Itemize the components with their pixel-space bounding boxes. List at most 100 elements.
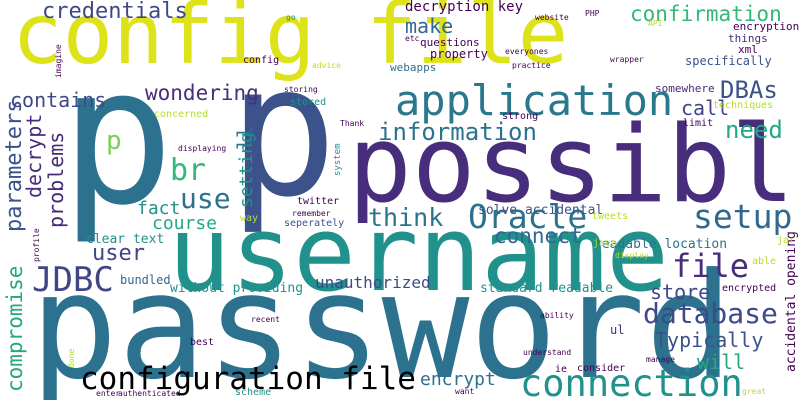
word-think: think — [368, 203, 444, 232]
word-file: file — [672, 247, 750, 285]
word-api: API — [648, 19, 663, 28]
word-manage: manage — [646, 355, 675, 364]
word-ul: ul — [610, 323, 625, 337]
word-xml: xml — [738, 43, 758, 56]
word-displaying: displaying — [178, 144, 227, 153]
word-oracle: Oracle — [468, 197, 588, 236]
word-config-file: config file — [12, 0, 569, 83]
word-great: great — [742, 387, 767, 396]
word-dbas: DBAs — [720, 76, 778, 104]
word-use: use — [180, 182, 231, 215]
word-decryption-key: decryption key — [405, 0, 524, 15]
word-advice: advice — [312, 61, 341, 70]
word-property: property — [430, 47, 488, 61]
word-etc: etc — [405, 34, 420, 43]
word-p-1: p — [60, 26, 175, 247]
word-confirmation: confirmation — [630, 2, 782, 26]
word-readable-location: readable location — [594, 237, 728, 252]
word-jdbc: JDBC — [32, 260, 114, 300]
word-wrapper: wrapper — [610, 55, 644, 64]
word-database: database — [643, 297, 778, 330]
word-profile: profile — [32, 228, 41, 262]
word-possible: possible — [348, 103, 800, 226]
word-consider: consider — [577, 363, 626, 374]
word-connection: connection — [520, 362, 743, 400]
word-compromise: compromise — [3, 265, 27, 392]
word-techniques: techniques — [713, 100, 774, 111]
word-somewhere: somewhere — [655, 82, 715, 95]
word-encrypted: encrypted — [722, 283, 777, 294]
word-encrypt: encrypt — [420, 369, 496, 390]
word-encryption: encryption — [733, 20, 800, 33]
word-need: need — [725, 116, 783, 144]
word-understand: understand — [523, 348, 572, 357]
word-credentials: credentials — [42, 0, 188, 24]
word-twitter: twitter — [297, 196, 340, 207]
word-able: able — [752, 256, 777, 267]
word-course: course — [152, 213, 218, 234]
word-practice: practice — [512, 61, 551, 70]
word-seperately: seperately — [284, 218, 345, 229]
word-php: PHP — [585, 9, 600, 18]
word-call: call — [681, 96, 730, 120]
word-best: best — [190, 337, 215, 348]
word-storing: storing — [284, 85, 318, 94]
word-thank: Thank — [340, 119, 365, 128]
word-accidental-opening: accidental opening — [784, 231, 799, 372]
word-config-small: config — [243, 55, 280, 66]
word-things: things — [728, 32, 768, 45]
word-clear-text: clear text — [86, 232, 165, 247]
word-recent: recent — [251, 315, 280, 324]
word-remember: remember — [292, 209, 331, 218]
word-make: make — [405, 14, 454, 38]
word-store: store — [650, 280, 711, 304]
word-configuration-file: configuration file — [80, 361, 416, 397]
word-will: will — [697, 350, 746, 374]
word-ie: ie — [555, 364, 568, 375]
word-decrypt: decrypt — [22, 113, 46, 198]
word-done: done — [67, 348, 76, 368]
word-specifically: specifically — [685, 54, 772, 68]
word-display: display — [615, 251, 649, 260]
word-imagine: imagine — [54, 44, 63, 78]
word-connect: connect — [494, 224, 583, 248]
word-website: website — [535, 13, 569, 22]
word-strong: strong — [502, 111, 539, 122]
word-password: password — [30, 242, 734, 400]
word-wondering: wondering — [145, 81, 259, 105]
word-application: application — [395, 76, 674, 125]
word-jar: jar — [777, 235, 796, 246]
word-p-small: p — [106, 126, 122, 156]
word-questions: questions — [420, 36, 480, 49]
word-standard-readable: standard readable — [480, 281, 614, 296]
word-want: want — [455, 387, 475, 396]
word-everyones: everyones — [505, 47, 549, 56]
word-typically: Typically — [655, 328, 764, 352]
word-unauthorized: unauthorized — [315, 273, 431, 292]
word-tweets: tweets — [592, 211, 629, 222]
word-java: java — [593, 238, 618, 249]
word-fact: fact — [137, 198, 181, 219]
word-webapps: webapps — [390, 61, 437, 74]
word-p-2: p — [228, 25, 338, 237]
word-setup: setup — [693, 197, 793, 236]
word-ll: ll — [233, 125, 257, 150]
word-go: go — [286, 13, 296, 22]
word-concerned: concerned — [154, 109, 209, 120]
word-information: information — [378, 118, 537, 146]
word-without-providing: without providing — [170, 281, 304, 296]
word-scheme: scheme — [235, 387, 272, 398]
word-username: username — [168, 193, 669, 315]
word-ability: ability — [540, 311, 574, 320]
word-bundled: bundled — [120, 273, 171, 287]
word-authenticated: authenticated — [118, 389, 181, 398]
word-solve-accidental: solve accidental — [478, 203, 604, 218]
word-user: user — [92, 241, 145, 266]
word-stored: stored — [290, 97, 327, 108]
word-way: way — [240, 213, 259, 224]
word-problems: problems — [44, 131, 68, 228]
word-enter: enter — [96, 389, 121, 398]
word-br: br — [170, 153, 207, 188]
word-system: system — [333, 143, 343, 176]
